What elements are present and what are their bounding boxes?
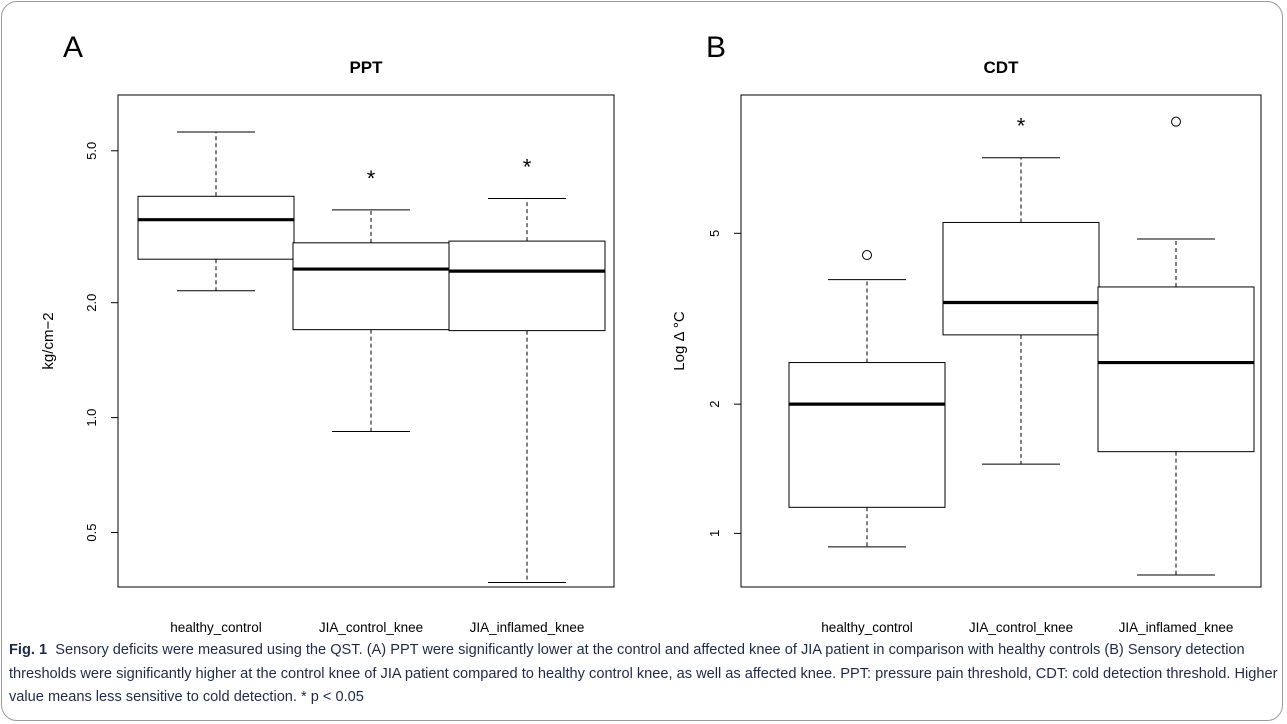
panel-b-title: CDT xyxy=(984,58,1020,77)
panel-b-category-label: JIA_inflamed_knee xyxy=(1119,620,1234,635)
panel-b-plot-frame xyxy=(740,94,1262,588)
panel-a-box xyxy=(448,240,606,332)
panel-a-ytick-label: 2.0 xyxy=(84,294,99,312)
panel-a-plot-frame xyxy=(117,94,615,588)
panel-b-significance-mark: * xyxy=(1017,114,1026,139)
panel-b-category-label: healthy_control xyxy=(821,620,913,635)
panel-b-box xyxy=(942,221,1100,336)
panel-a-ytick-label: 5.0 xyxy=(84,142,99,160)
caption-text: Sensory deficits were measured using the… xyxy=(9,642,1278,705)
caption-label: Fig. 1 xyxy=(9,642,48,658)
panel-a-category-label: healthy_control xyxy=(170,620,262,635)
figure-svg: A PPT kg/cm−2 0.5 1.0 2.0 5.0 healthy_control * J… xyxy=(40,31,1262,635)
panel-a-category-label: JIA_inflamed_knee xyxy=(470,620,585,635)
figure-caption: Fig. 1 Sensory deficits were measured us… xyxy=(9,639,1279,710)
panel-a-letter: A xyxy=(63,31,83,64)
panel-a-box xyxy=(292,242,450,331)
panel-a-significance-mark: * xyxy=(367,166,376,191)
panel-a-title: PPT xyxy=(349,58,383,77)
panel-b-outlier xyxy=(1171,116,1181,127)
panel-a-box xyxy=(137,195,295,260)
panel-a-ytick-label: 1.0 xyxy=(84,409,99,427)
panel-b-ytick-label: 2 xyxy=(707,401,722,408)
panel-a-significance-mark: * xyxy=(523,154,532,179)
panel-b-box xyxy=(1097,286,1255,453)
panel-a-category-label: JIA_control_knee xyxy=(319,620,423,635)
panel-b-ylabel: Log Δ °C xyxy=(671,311,688,371)
panel-b-box xyxy=(788,362,946,508)
panel-b-category-label: JIA_control_knee xyxy=(969,620,1073,635)
panel-b-ytick-label: 5 xyxy=(707,230,722,237)
panel-a-ylabel: kg/cm−2 xyxy=(40,312,57,369)
panel-a-ytick-label: 0.5 xyxy=(84,523,99,541)
panel-b-ytick-label: 1 xyxy=(707,530,722,537)
panel-b-letter: B xyxy=(706,31,726,64)
panel-b-outlier xyxy=(862,250,872,261)
